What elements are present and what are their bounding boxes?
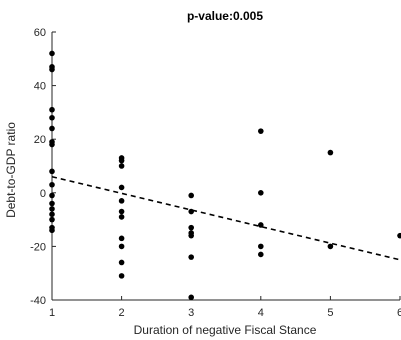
data-point bbox=[258, 243, 264, 250]
y-tick-label: -40 bbox=[30, 295, 46, 307]
data-point bbox=[49, 227, 55, 234]
data-point bbox=[188, 192, 194, 199]
regression-line bbox=[51, 175, 401, 261]
y-tick-label: 20 bbox=[34, 134, 46, 146]
y-tick-label: 40 bbox=[34, 81, 46, 93]
data-point bbox=[49, 125, 55, 132]
data-point bbox=[188, 224, 194, 231]
data-point bbox=[118, 243, 125, 250]
x-tick-label: 3 bbox=[188, 307, 194, 319]
data-point bbox=[49, 141, 55, 148]
x-tick-label: 2 bbox=[119, 307, 125, 319]
y-tick-label: 0 bbox=[40, 188, 46, 200]
data-point bbox=[49, 211, 55, 218]
data-point bbox=[118, 214, 125, 220]
data-point bbox=[49, 66, 55, 73]
data-point bbox=[49, 114, 55, 121]
data-point bbox=[49, 168, 55, 175]
data-point bbox=[118, 273, 125, 279]
x-tick-label: 6 bbox=[397, 307, 401, 319]
y-axis-ticks: -40 -20 0 20 40 60 bbox=[30, 27, 56, 307]
data-point bbox=[188, 254, 194, 260]
data-point bbox=[118, 163, 125, 169]
data-point bbox=[188, 294, 194, 301]
data-point bbox=[49, 216, 55, 223]
chart-title: p-value:0.005 bbox=[187, 9, 263, 23]
data-point bbox=[118, 198, 125, 204]
data-point bbox=[118, 184, 125, 191]
plot-area bbox=[49, 32, 401, 301]
y-axis-label: Debt-to-GDP ratio bbox=[4, 122, 18, 218]
y-tick-label: 60 bbox=[34, 27, 46, 39]
data-point bbox=[397, 232, 401, 239]
data-point bbox=[118, 208, 125, 215]
data-point bbox=[118, 235, 125, 242]
x-tick-label: 4 bbox=[258, 307, 264, 319]
data-point bbox=[49, 200, 55, 207]
data-point bbox=[118, 157, 125, 164]
y-tick-label: -20 bbox=[30, 241, 46, 253]
x-tick-label: 1 bbox=[49, 307, 55, 319]
data-point bbox=[188, 232, 194, 239]
data-point bbox=[49, 192, 55, 199]
data-point bbox=[49, 181, 55, 188]
data-point bbox=[327, 149, 334, 156]
data-point bbox=[49, 50, 55, 57]
data-point bbox=[49, 206, 55, 212]
data-point bbox=[258, 251, 264, 258]
x-axis-label: Duration of negative Fiscal Stance bbox=[134, 323, 317, 337]
data-point bbox=[258, 190, 264, 196]
data-point bbox=[49, 106, 55, 113]
x-axis-ticks: 1 2 3 4 5 6 bbox=[49, 296, 401, 319]
data-point bbox=[258, 128, 264, 134]
data-point bbox=[258, 222, 264, 228]
x-tick-label: 5 bbox=[327, 307, 333, 319]
data-point bbox=[118, 259, 125, 266]
data-point bbox=[327, 243, 334, 250]
